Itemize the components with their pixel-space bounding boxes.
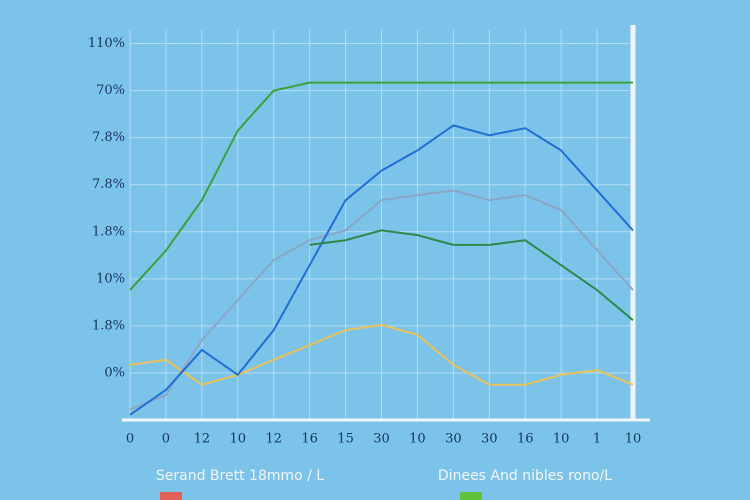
x-tick-label: 10 <box>409 432 426 447</box>
series-line <box>129 81 633 291</box>
x-tick-label: 0 <box>162 432 170 447</box>
x-tick-label: 10 <box>625 432 642 447</box>
y-tick-label: 7.8% <box>92 177 125 192</box>
legend-label: Dinees And nibles rono/L <box>438 468 612 484</box>
series-line <box>129 189 634 411</box>
x-tick-label: 12 <box>194 432 211 447</box>
y-tick-label: 0% <box>104 365 125 380</box>
series-line <box>309 229 634 321</box>
legend-swatch <box>160 492 182 500</box>
y-tick-label: 1.8% <box>92 318 125 333</box>
x-tick-label: 0 <box>126 432 134 447</box>
y-tick-label: 1.8% <box>92 224 125 239</box>
x-tick-label: 16 <box>517 432 534 447</box>
legend-swatch <box>460 492 482 500</box>
x-tick-label: 30 <box>445 432 462 447</box>
y-tick-label: 7.8% <box>92 130 125 145</box>
x-tick-label: 16 <box>301 432 318 447</box>
x-tick-label: 1 <box>593 432 601 447</box>
x-tick-label: 30 <box>373 432 390 447</box>
y-tick-label: 70% <box>96 83 125 98</box>
y-tick-label: 10% <box>96 271 125 286</box>
y-tick-label: 110% <box>88 36 125 51</box>
series-line <box>129 323 634 386</box>
x-tick-label: 10 <box>230 432 247 447</box>
legend-label: Serand Brett 18mmo / L <box>156 468 324 484</box>
x-tick-label: 30 <box>481 432 498 447</box>
x-tick-label: 15 <box>337 432 354 447</box>
x-tick-label: 12 <box>265 432 282 447</box>
series-line <box>129 124 634 416</box>
x-tick-label: 10 <box>553 432 570 447</box>
